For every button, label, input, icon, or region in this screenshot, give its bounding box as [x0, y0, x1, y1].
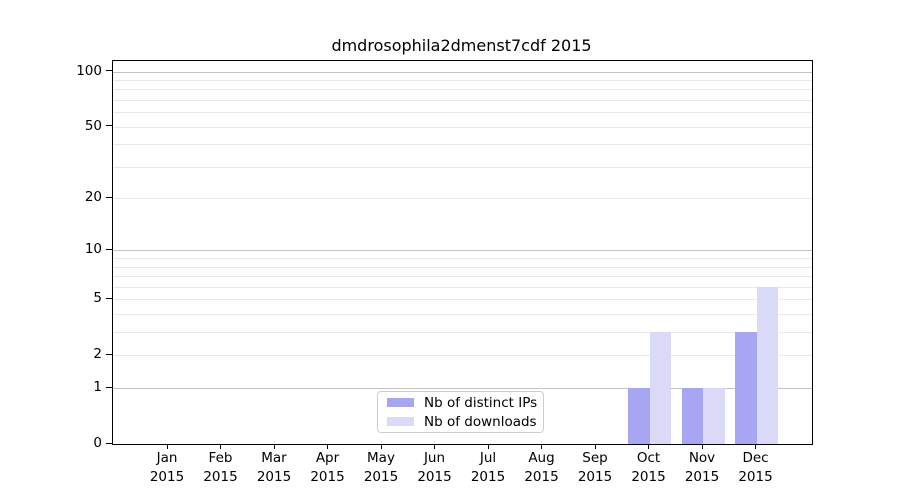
x-tick-mark [434, 444, 436, 449]
x-tick-year: 2015 [363, 469, 399, 485]
x-tick-year: 2015 [417, 469, 452, 485]
x-tick-month: Jul [479, 450, 497, 466]
y-minor-gridline [113, 99, 812, 101]
plot-area [112, 60, 813, 445]
y-minor-gridline [113, 112, 812, 114]
y-major-gridline [113, 250, 812, 252]
legend-item-distinct-ips: Nb of distinct IPs [387, 395, 543, 411]
y-tick-mark [106, 442, 112, 444]
y-minor-gridline [113, 276, 812, 278]
y-minor-gridline [113, 314, 812, 316]
y-tick-label: 1 [93, 379, 102, 396]
legend-label-downloads: Nb of downloads [424, 413, 537, 430]
y-major-gridline [113, 388, 812, 390]
y-tick-label: 5 [93, 290, 102, 307]
x-tick-year: 2015 [310, 469, 345, 485]
legend: Nb of distinct IPs Nb of downloads [377, 391, 544, 433]
x-tick-label: May 2015 [353, 449, 409, 487]
x-tick-mark [594, 444, 596, 449]
y-tick-label: 10 [84, 241, 102, 258]
x-tick-month: Jun [423, 450, 446, 466]
y-tick-label: 100 [76, 62, 102, 79]
x-tick-year: 2015 [203, 469, 238, 485]
bar-downloads [649, 332, 671, 444]
y-minor-gridline [113, 355, 812, 357]
x-tick-mark [327, 444, 329, 449]
y-minor-gridline [113, 144, 812, 146]
chart-title: dmdrosophila2dmenst7cdf 2015 [331, 36, 592, 55]
y-tick-mark [106, 125, 112, 127]
x-tick-month: Feb [208, 450, 233, 466]
x-tick-label: Nov 2015 [674, 449, 730, 487]
bar-distinct-ips [681, 388, 703, 444]
x-tick-mark [487, 444, 489, 449]
x-tick-label: Jul 2015 [460, 449, 516, 487]
x-tick-label: Mar 2015 [246, 449, 302, 487]
x-tick-mark [755, 444, 757, 449]
bar-distinct-ips [628, 388, 650, 444]
y-minor-gridline [113, 258, 812, 260]
x-tick-month: Mar [261, 450, 287, 466]
y-minor-gridline [113, 198, 812, 200]
y-tick-mark [106, 196, 112, 198]
x-tick-year: 2015 [524, 469, 559, 485]
x-tick-mark [220, 444, 222, 449]
x-tick-month: Sep [582, 450, 608, 466]
y-tick-mark [106, 353, 112, 355]
y-minor-gridline [113, 332, 812, 334]
x-tick-label: Sep 2015 [567, 449, 623, 487]
y-minor-gridline [113, 266, 812, 268]
x-tick-label: Aug 2015 [514, 449, 570, 487]
x-tick-year: 2015 [470, 469, 506, 485]
x-tick-year: 2015 [631, 469, 666, 485]
x-tick-mark [166, 444, 168, 449]
y-major-gridline [113, 71, 812, 73]
legend-swatch-distinct-ips-icon [387, 398, 414, 407]
y-tick-mark [106, 248, 112, 251]
x-tick-label: Feb 2015 [193, 449, 249, 487]
bar-downloads [703, 388, 725, 444]
x-tick-mark [541, 444, 543, 449]
x-tick-year: 2015 [577, 469, 613, 485]
y-minor-gridline [113, 299, 812, 301]
y-minor-gridline [113, 126, 812, 128]
x-tick-month: Nov [688, 450, 716, 466]
y-tick-label: 2 [93, 346, 102, 363]
x-tick-year: 2015 [684, 469, 720, 485]
x-tick-month: Apr [315, 450, 340, 466]
bar-downloads [756, 286, 778, 444]
legend-swatch-downloads-icon [387, 417, 414, 426]
x-tick-label: Jun 2015 [407, 449, 463, 487]
y-minor-gridline [113, 286, 812, 288]
x-tick-mark [273, 444, 275, 449]
legend-label-distinct-ips: Nb of distinct IPs [424, 394, 538, 411]
y-minor-gridline [113, 166, 812, 168]
x-tick-month: Jan [156, 450, 178, 466]
x-tick-year: 2015 [738, 469, 773, 485]
x-tick-month: Dec [742, 450, 769, 466]
x-tick-label: Dec 2015 [728, 449, 784, 487]
x-tick-mark [380, 444, 382, 449]
y-tick-mark [106, 70, 112, 72]
y-tick-label: 20 [84, 189, 102, 206]
y-tick-label: 50 [84, 117, 102, 134]
x-tick-month: Aug [528, 450, 555, 466]
y-minor-gridline [113, 79, 812, 81]
x-tick-month: Oct [636, 450, 661, 466]
x-tick-label: Jan 2015 [139, 449, 195, 487]
x-tick-mark [701, 444, 703, 449]
y-tick-mark [106, 297, 112, 300]
x-tick-year: 2015 [256, 469, 292, 485]
x-tick-label: Apr 2015 [300, 449, 356, 487]
x-tick-label: Oct 2015 [621, 449, 677, 487]
x-tick-mark [648, 444, 650, 449]
y-tick-mark [106, 386, 112, 388]
x-tick-month: May [367, 450, 395, 466]
y-minor-gridline [113, 89, 812, 91]
y-tick-label: 0 [93, 435, 102, 451]
legend-item-downloads: Nb of downloads [387, 414, 543, 430]
x-tick-year: 2015 [149, 469, 185, 485]
bar-distinct-ips [735, 332, 757, 444]
